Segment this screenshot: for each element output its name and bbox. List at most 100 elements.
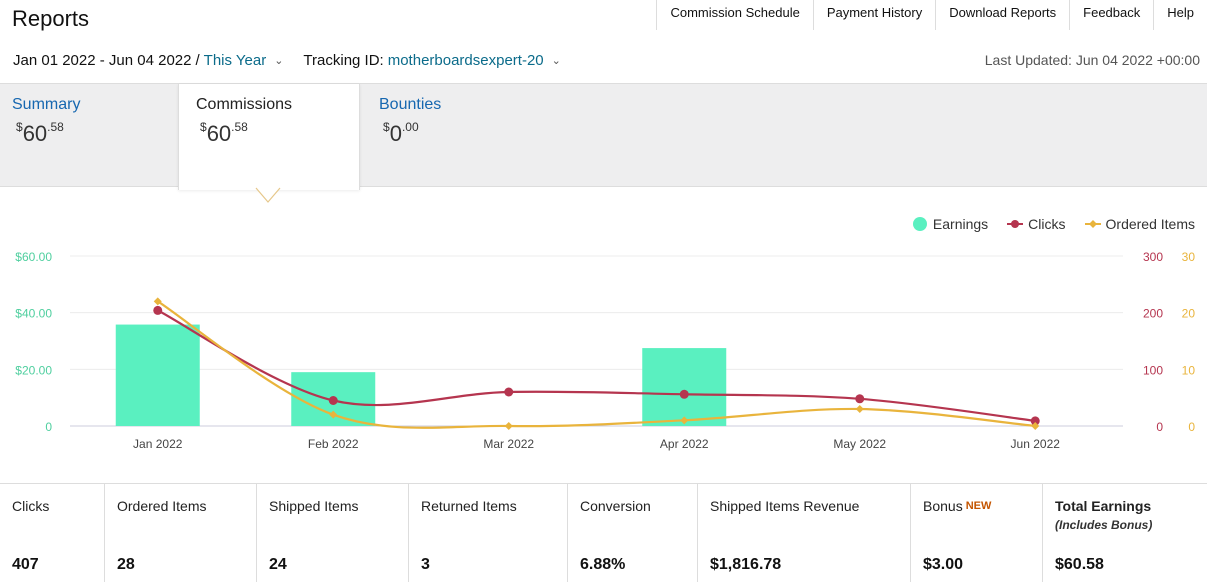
stat-bonus: Bonus NEW $3.00 — [911, 484, 1043, 582]
filter-bar: Jan 01 2022 - Jun 04 2022 / This Year ⌄ … — [13, 52, 561, 69]
commissions-amount: $60.58 — [200, 120, 359, 147]
ordered-items-series-line — [157, 300, 1036, 429]
tab-summary[interactable]: Summary $60.58 — [0, 84, 180, 187]
legend-clicks-label: Clicks — [1028, 216, 1066, 232]
x-tick-label: Feb 2022 — [308, 437, 359, 451]
summary-amount: $60.58 — [16, 120, 180, 147]
stat-value: 6.88% — [580, 556, 626, 573]
chevron-down-icon[interactable]: ⌄ — [274, 55, 284, 67]
ordered-items-point — [153, 297, 162, 306]
clicks-point — [153, 305, 163, 315]
clicks-series-line — [157, 309, 1036, 422]
date-range: Jan 01 2022 - Jun 04 2022 — [13, 52, 192, 69]
ordered-items-point — [680, 416, 689, 425]
y-left-tick-label: $40.00 — [15, 307, 52, 321]
x-tick-label: Apr 2022 — [660, 437, 709, 451]
tracking-id-dropdown[interactable]: motherboardsexpert-20 — [387, 52, 544, 69]
clicks-point — [504, 387, 514, 397]
amount-dollars: 60 — [22, 121, 48, 146]
stat-label: Ordered Items — [117, 498, 207, 514]
clicks-swatch-icon — [1007, 220, 1024, 228]
x-tick-label: Jan 2022 — [133, 437, 183, 451]
legend-earnings[interactable]: Earnings — [912, 216, 989, 232]
y-right-clicks-tick-label: 0 — [1156, 420, 1163, 434]
legend-ordered-items-label: Ordered Items — [1105, 216, 1195, 232]
y-left-tick-label: 0 — [45, 420, 52, 434]
clicks-point — [679, 389, 689, 399]
feedback-button[interactable]: Feedback — [1069, 0, 1154, 30]
ordered-items-point — [329, 410, 338, 419]
bounties-amount: $0.00 — [383, 120, 547, 147]
currency-symbol: $ — [16, 120, 23, 134]
stats-bar: Clicks 407 Ordered Items 28 Shipped Item… — [0, 483, 1207, 582]
commission-schedule-button[interactable]: Commission Schedule — [656, 0, 813, 30]
clicks-point — [855, 394, 865, 404]
stat-shipped-items: Shipped Items 24 — [257, 484, 409, 582]
earnings-chart: 0 $20.00 $40.00 $60.00 0 100 200 300 0 10 20 30 Jan … — [15, 250, 1196, 451]
clicks-point — [1030, 416, 1040, 426]
stat-value: 3 — [421, 556, 430, 573]
report-header: Reports Commission Schedule Payment Hist… — [0, 0, 1207, 84]
legend-clicks[interactable]: Clicks — [1006, 216, 1066, 232]
legend-earnings-label: Earnings — [932, 216, 989, 232]
ordered-items-swatch-icon — [1084, 220, 1101, 228]
top-nav: Commission Schedule Payment History Down… — [656, 0, 1207, 30]
tab-bounties[interactable]: Bounties $0.00 — [367, 84, 547, 187]
legend-ordered-items[interactable]: Ordered Items — [1084, 216, 1195, 232]
ordered-items-point — [1031, 422, 1040, 430]
stat-value: $60.58 — [1055, 556, 1104, 573]
help-button[interactable]: Help — [1153, 0, 1207, 30]
chart-legend: Earnings Clicks Ordered Items — [895, 216, 1195, 232]
date-separator: / — [195, 52, 200, 69]
earnings-swatch-icon — [912, 217, 927, 231]
stat-sub-label: (Includes Bonus) — [1055, 518, 1153, 532]
report-tabs: Summary $60.58 Commissions $60.58 Bounti… — [0, 84, 1207, 190]
y-left-tick-label: $20.00 — [15, 363, 52, 377]
currency-symbol: $ — [383, 120, 390, 134]
y-right-ordered-tick-label: 30 — [1182, 250, 1196, 264]
download-reports-button[interactable]: Download Reports — [935, 0, 1070, 30]
ordered-items-point — [855, 405, 864, 413]
bonus-label: Bonus — [923, 498, 963, 514]
clicks-point — [328, 396, 338, 405]
period-dropdown[interactable]: This Year — [203, 52, 267, 69]
stat-value: 407 — [12, 556, 39, 573]
stat-clicks: Clicks 407 — [0, 484, 105, 582]
amount-cents: .58 — [47, 120, 64, 134]
x-tick-label: Jun 2022 — [1011, 437, 1061, 451]
stat-total-earnings: Total Earnings (Includes Bonus) $60.58 — [1043, 484, 1207, 582]
stat-label: Conversion — [580, 498, 651, 514]
y-right-clicks-tick-label: 300 — [1143, 250, 1163, 264]
stat-label: Shipped Items Revenue — [710, 498, 860, 514]
active-tab-pointer-icon — [255, 187, 281, 203]
y-left-tick-label: $60.00 — [15, 250, 52, 264]
x-tick-label: May 2022 — [833, 437, 886, 451]
stat-ordered-items: Ordered Items 28 — [105, 484, 257, 582]
y-right-clicks-tick-label: 100 — [1143, 363, 1163, 377]
earnings-bar — [115, 324, 200, 426]
stat-label: Clicks — [12, 498, 50, 514]
stat-value: $3.00 — [923, 556, 964, 573]
new-badge: NEW — [965, 500, 992, 512]
y-right-ordered-tick-label: 0 — [1188, 420, 1195, 434]
stat-shipped-items-revenue: Shipped Items Revenue $1,816.78 — [698, 484, 911, 582]
earnings-bar — [642, 348, 727, 426]
amount-dollars: 60 — [206, 121, 232, 146]
stat-value: 28 — [117, 556, 135, 573]
tracking-label: Tracking ID: — [303, 52, 384, 69]
stat-value: 24 — [269, 556, 287, 573]
ordered-items-point — [504, 422, 513, 430]
stat-conversion: Conversion 6.88% — [568, 484, 698, 582]
amount-dollars: 0 — [389, 121, 402, 146]
payment-history-button[interactable]: Payment History — [812, 0, 936, 30]
tab-summary-label: Summary — [12, 96, 81, 113]
tab-commissions[interactable]: Commissions $60.58 — [178, 84, 360, 190]
stat-label: Total Earnings — [1055, 498, 1152, 514]
stat-value: $1,816.78 — [710, 556, 782, 573]
stat-label: Bonus NEW — [923, 498, 1042, 514]
chevron-down-icon[interactable]: ⌄ — [551, 55, 561, 67]
y-right-ordered-tick-label: 20 — [1182, 307, 1196, 321]
tab-commissions-label: Commissions — [196, 96, 293, 113]
tab-bounties-label: Bounties — [379, 96, 442, 113]
y-right-clicks-tick-label: 200 — [1143, 307, 1163, 321]
